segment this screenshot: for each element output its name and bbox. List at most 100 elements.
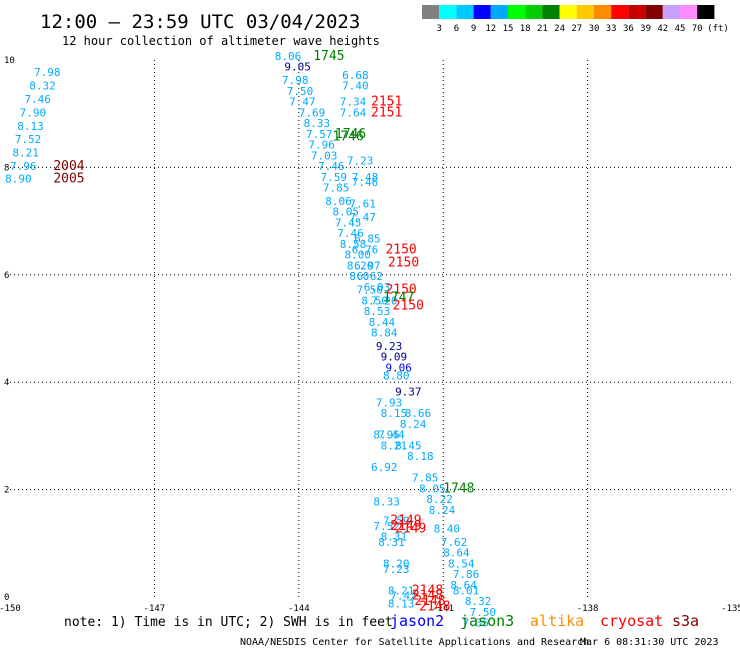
satellite-legend: jason2 jason3 altika cryosat s3a <box>390 612 699 630</box>
wave-height-label: 8.80 <box>383 370 410 383</box>
legend-label: 15 <box>503 24 514 34</box>
x-tick-label: -138 <box>577 604 599 614</box>
legend-label: 33 <box>606 24 617 34</box>
wave-height-label: 7.44 <box>378 429 405 442</box>
wave-height-label: 8.54 <box>448 557 475 570</box>
wave-height-label: 8.24 <box>400 418 427 431</box>
wave-height-label: 7.48 <box>352 171 379 184</box>
time-label: 1746 <box>335 127 366 142</box>
legend-swatch <box>697 5 715 19</box>
time-label: 1746 <box>332 130 363 145</box>
wave-height-label: 8.45 <box>395 439 422 452</box>
wave-height-label: 7.35 <box>462 617 489 630</box>
wave-height-label: 7.42 <box>390 590 417 603</box>
legend-unit: (ft) <box>707 24 729 34</box>
legend-label: 24 <box>554 24 565 34</box>
satellite-jason2: jason2 <box>390 612 444 630</box>
legend-label: 9 <box>471 24 476 34</box>
time-labels: 1745215121511746174620042005215021502150… <box>53 49 474 614</box>
legend-label: 18 <box>520 24 531 34</box>
wave-height-label: 7.47 <box>349 211 376 224</box>
wave-height-label: 7.45 <box>335 216 362 229</box>
time-label: 2004 <box>53 159 84 174</box>
satellite-s3a: s3a <box>672 612 699 630</box>
legend-label: 39 <box>640 24 651 34</box>
wave-height-label: 6.03 <box>364 281 391 294</box>
wave-height-labels: 7.988.327.467.908.137.528.217.968.908.06… <box>5 50 496 630</box>
time-label: 2148 <box>412 583 443 598</box>
y-tick-label: 6 <box>4 271 9 281</box>
wave-height-label: 9.06 <box>385 361 412 374</box>
axis-ticks: -150 -147 -144 -141 -138 -135 0 2 4 6 8 10 <box>0 56 740 614</box>
time-label: 2149 <box>390 514 421 529</box>
wave-height-label: 8.13 <box>17 120 44 133</box>
legend-swatch <box>542 5 560 19</box>
wave-height-label: 6.76 <box>352 243 379 256</box>
legend-swatch <box>645 5 663 19</box>
time-label: 2149 <box>395 522 426 537</box>
wave-height-label: 9.09 <box>381 351 408 364</box>
wave-height-label: 7.57 <box>306 128 333 141</box>
wave-height-label: 6.92 <box>371 461 398 474</box>
legend-swatch <box>456 5 474 19</box>
wave-height-label: 6.97 <box>354 259 381 272</box>
timestamp-text: Mar 6 08:31:30 UTC 2023 <box>580 637 718 648</box>
wave-height-label: 8.84 <box>371 327 398 340</box>
wave-height-label: 7.64 <box>340 106 367 119</box>
time-label: 2149 <box>390 519 421 534</box>
x-tick-label: -150 <box>0 604 21 614</box>
legend-swatch <box>662 5 680 19</box>
wave-height-label: 8.32 <box>29 80 56 93</box>
legend-swatch <box>525 5 543 19</box>
wave-height-label: 8.00 <box>345 249 372 262</box>
time-label: 2148 <box>412 589 443 604</box>
wave-height-label: 7.46 <box>352 176 379 189</box>
satellite-jason3: jason3 <box>460 612 514 630</box>
legend-label: 45 <box>675 24 686 34</box>
wave-height-label: 8.40 <box>434 523 461 536</box>
credit-text: NOAA/NESDIS Center for Satellite Applica… <box>240 637 589 648</box>
wave-height-label: 7.03 <box>311 149 338 162</box>
wave-height-label: 7.59 <box>383 515 410 528</box>
satellite-altika: altika <box>530 612 584 630</box>
wave-height-label: 9.23 <box>376 340 403 353</box>
wave-height-label: 7.46 <box>318 160 345 173</box>
map-title: 12:00 — 23:59 UTC 03/04/2023 <box>40 11 360 33</box>
wave-height-label: 7.90 <box>20 106 47 119</box>
wave-height-label: 7.96 <box>10 160 37 173</box>
legend-swatch <box>422 5 440 19</box>
wave-height-label: 7.50 <box>287 85 314 98</box>
time-label: 2150 <box>385 283 416 298</box>
time-label: 2151 <box>371 105 402 120</box>
legend-label: 70 <box>692 24 703 34</box>
wave-height-label: 8.32 <box>465 595 492 608</box>
wave-height-label: 7.23 <box>383 563 410 576</box>
time-label: 1747 <box>383 291 414 306</box>
wave-height-label: 8.66 <box>405 407 432 420</box>
wave-height-label: 7.85 <box>323 182 350 195</box>
wave-height-label: 8.05 <box>419 482 446 495</box>
legend-swatch <box>594 5 612 19</box>
wave-height-label: 7.85 <box>412 472 439 485</box>
legend-swatch <box>439 5 457 19</box>
y-tick-label: 4 <box>4 378 9 388</box>
wave-height-label: 8.33 <box>304 117 331 130</box>
time-label: 2148 <box>414 594 445 609</box>
legend-label: 3 <box>436 24 441 34</box>
wave-height-label: 8.24 <box>429 504 456 517</box>
wave-height-label: 7.47 <box>289 96 316 109</box>
wave-height-label: 8.20 <box>347 259 374 272</box>
wave-height-label: 8.13 <box>388 598 415 611</box>
wave-height-label: 8.44 <box>369 316 396 329</box>
x-tick-label: -135 <box>721 604 740 614</box>
legend-swatch <box>680 5 698 19</box>
wave-height-label: 7.98 <box>34 66 61 79</box>
footer-note: note: 1) Time is in UTC; 2) SWH is in fe… <box>64 615 393 630</box>
wave-height-label: 8.05 <box>332 206 359 219</box>
legend-label: 12 <box>485 24 496 34</box>
time-label: 1748 <box>443 481 474 496</box>
wave-height-label: 7.59 <box>320 171 347 184</box>
wave-height-label: 7.34 <box>340 96 367 109</box>
wave-height-label: 8.31 <box>381 531 408 544</box>
